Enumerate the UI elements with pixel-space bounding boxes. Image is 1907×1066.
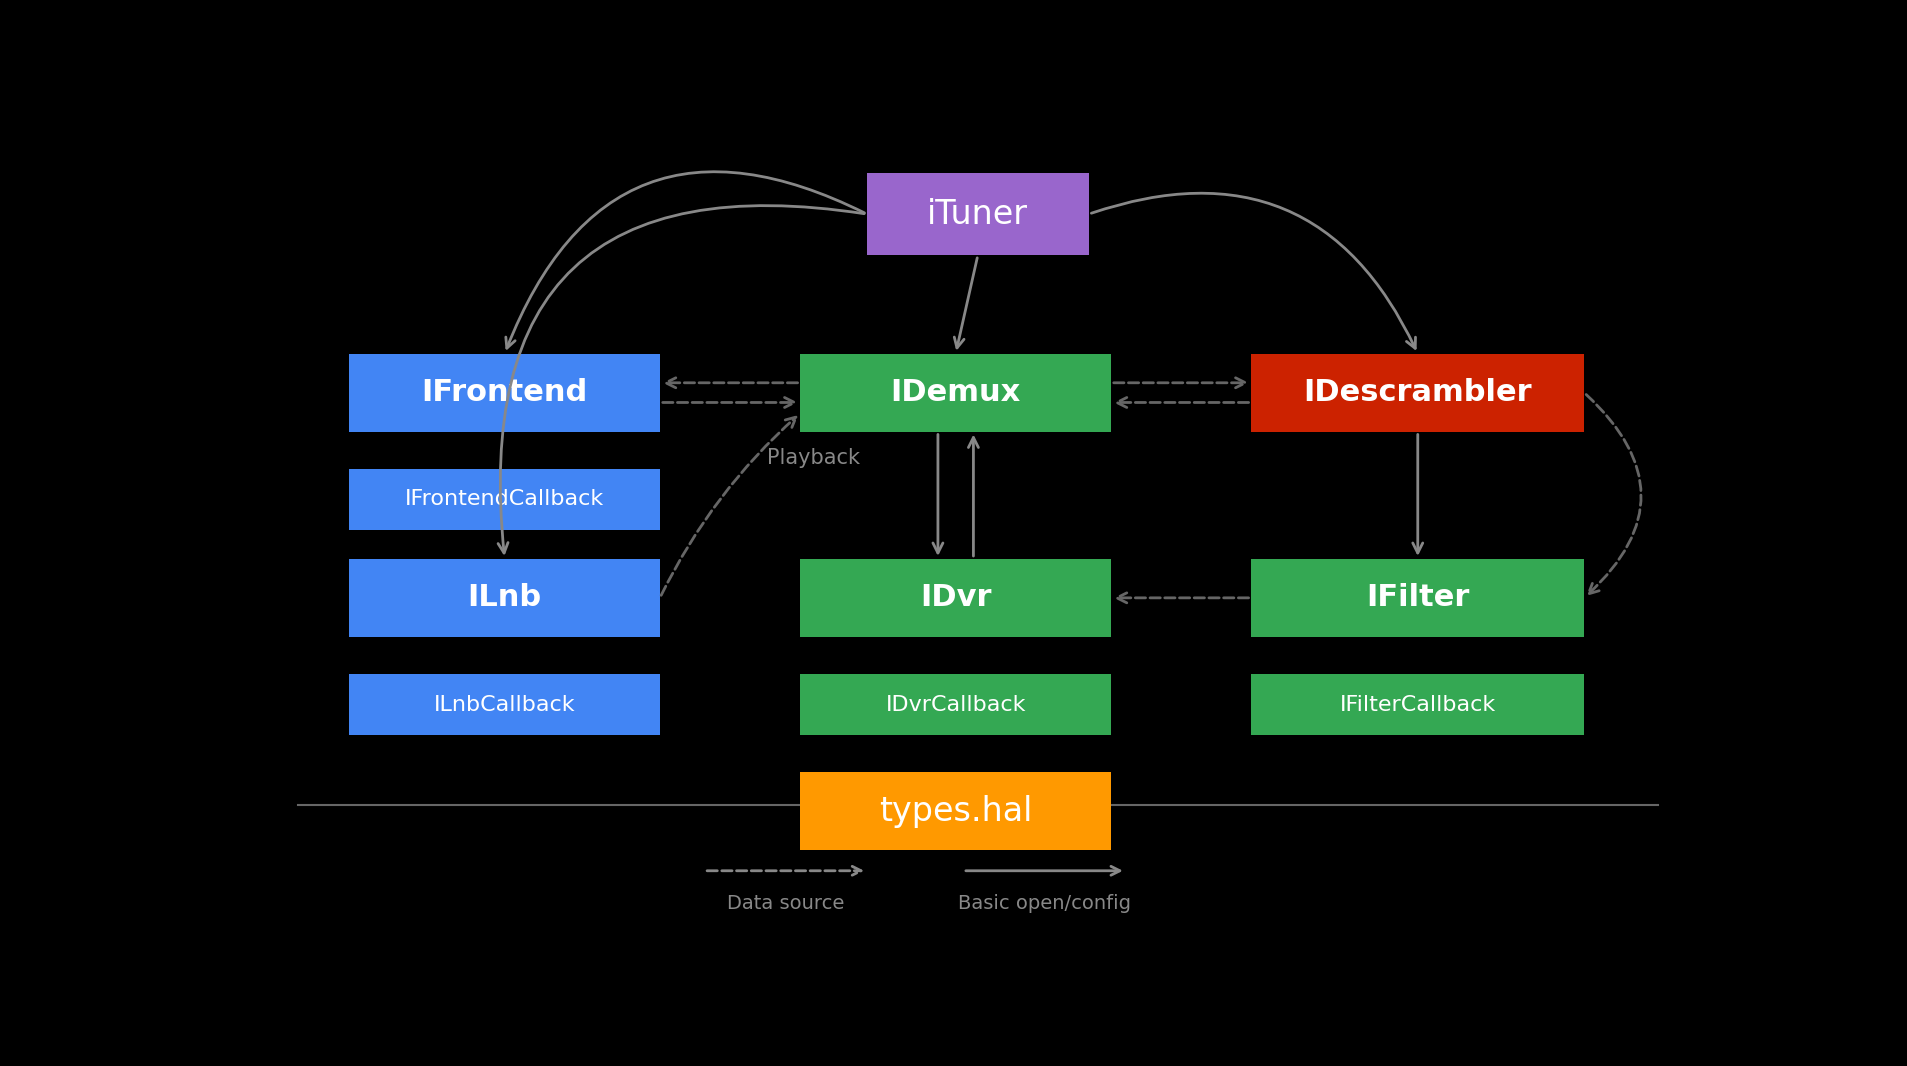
Text: Data source: Data source <box>727 893 845 912</box>
FancyBboxPatch shape <box>1251 354 1583 432</box>
Text: IDemux: IDemux <box>891 378 1020 407</box>
FancyBboxPatch shape <box>801 559 1110 636</box>
FancyBboxPatch shape <box>866 173 1089 255</box>
Text: IFrontend: IFrontend <box>421 378 587 407</box>
Text: IFrontendCallback: IFrontendCallback <box>404 489 605 510</box>
Text: iTuner: iTuner <box>927 197 1028 230</box>
Text: IDvrCallback: IDvrCallback <box>885 695 1026 714</box>
FancyBboxPatch shape <box>349 354 660 432</box>
Text: IDescrambler: IDescrambler <box>1302 378 1531 407</box>
Text: IDvr: IDvr <box>919 583 992 612</box>
FancyBboxPatch shape <box>349 674 660 736</box>
FancyBboxPatch shape <box>349 559 660 636</box>
Text: Basic open/config: Basic open/config <box>957 893 1131 912</box>
Text: Playback: Playback <box>767 449 858 468</box>
FancyBboxPatch shape <box>801 354 1110 432</box>
FancyBboxPatch shape <box>801 674 1110 736</box>
FancyBboxPatch shape <box>801 772 1110 851</box>
Text: IFilter: IFilter <box>1365 583 1468 612</box>
FancyBboxPatch shape <box>1251 559 1583 636</box>
FancyBboxPatch shape <box>1251 674 1583 736</box>
Text: ILnb: ILnb <box>467 583 542 612</box>
Text: ILnbCallback: ILnbCallback <box>433 695 576 714</box>
Text: IFilterCallback: IFilterCallback <box>1339 695 1495 714</box>
Text: types.hal: types.hal <box>879 795 1032 828</box>
FancyBboxPatch shape <box>349 469 660 530</box>
